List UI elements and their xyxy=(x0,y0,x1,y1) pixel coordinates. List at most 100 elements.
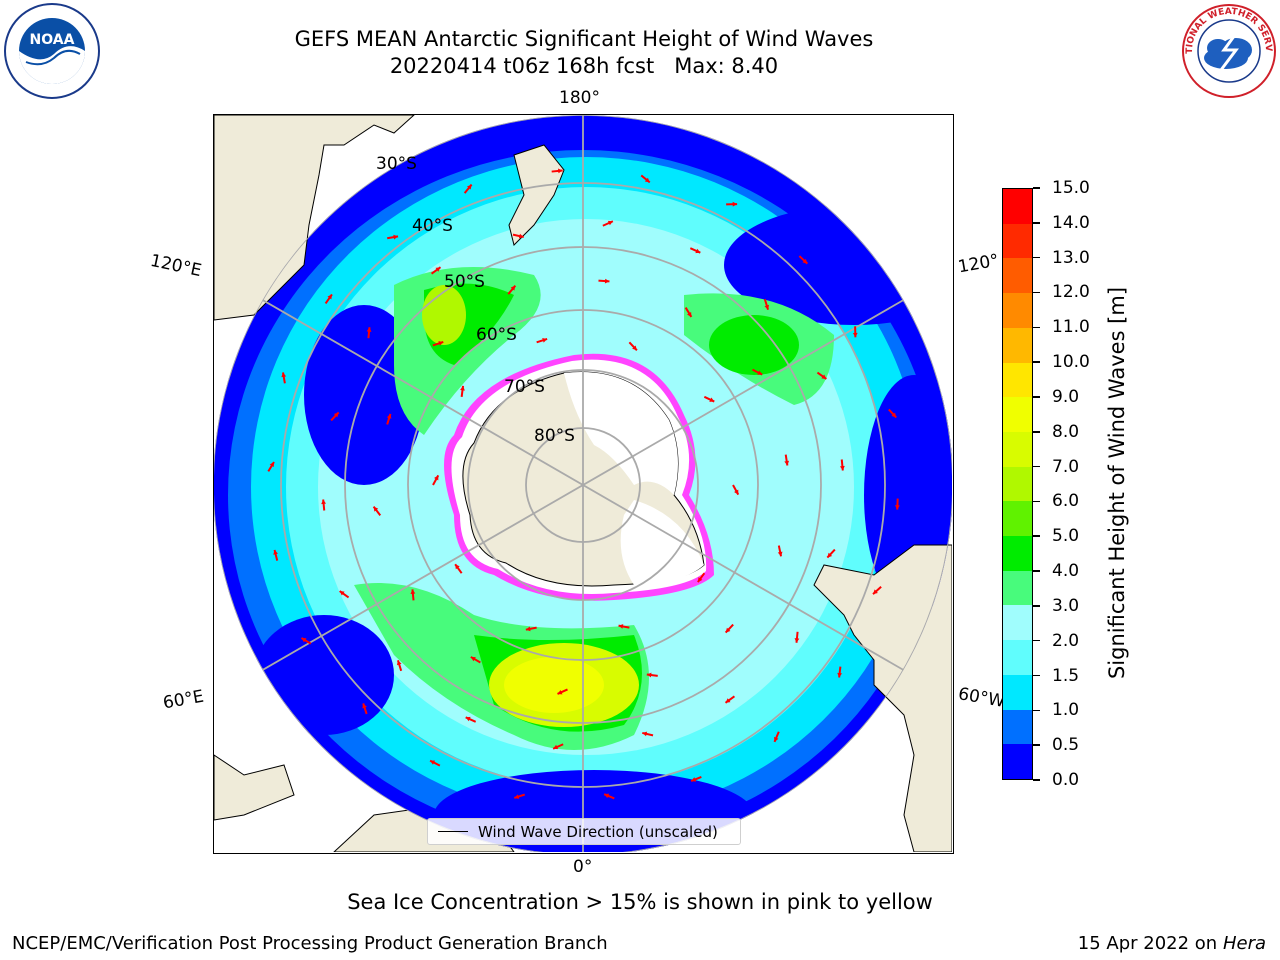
wave-arrow-head xyxy=(604,793,610,799)
lat-label-50: 50°S xyxy=(444,272,485,292)
colorbar-segment xyxy=(1003,640,1032,675)
colorbar-segment xyxy=(1003,293,1032,328)
wave-arrow-head xyxy=(396,660,402,666)
title-line-2: 20220414 t06z 168h fcst Max: 8.40 xyxy=(389,54,779,78)
wave-arrow-head xyxy=(757,370,763,375)
wave-arrow-head xyxy=(852,332,858,338)
australia-land xyxy=(214,115,415,321)
wave-arrow-head xyxy=(273,549,278,555)
wave-arrow-head xyxy=(430,760,436,765)
wave-arrow-head xyxy=(691,777,697,782)
map-panel: 30°S 40°S 50°S 60°S 70°S 80°S xyxy=(213,114,954,854)
wave-arrow-head xyxy=(840,465,845,471)
wave-arrow-head xyxy=(644,177,650,183)
wave-arrow-head xyxy=(410,589,416,594)
wave-arrow-head xyxy=(301,638,307,643)
lat-label-40: 40°S xyxy=(412,216,453,236)
wave-arrow-head xyxy=(373,506,379,512)
wave-arrow-head xyxy=(510,285,516,291)
colorbar-tick: 3.0 xyxy=(1033,596,1079,616)
colorbar-tick: 8.0 xyxy=(1033,422,1079,442)
wave-arrow-head xyxy=(632,345,637,351)
colorbar-tick: 7.0 xyxy=(1033,457,1079,477)
lon-label-0: 0° xyxy=(573,857,593,877)
wave-arrow-head xyxy=(646,672,652,678)
colorbar-tick: 6.0 xyxy=(1033,491,1079,511)
wind-wave-arrows xyxy=(267,168,900,800)
colorbar-segment xyxy=(1003,674,1032,710)
wave-arrow-head xyxy=(557,689,563,695)
nws-logo: NATIONAL WEATHER SERVICE xyxy=(1176,0,1278,100)
wave-arrow-head xyxy=(837,672,843,678)
colorbar-tick: 9.0 xyxy=(1033,387,1079,407)
lon-label-120w: 120° xyxy=(956,250,1001,278)
wave-arrow-head xyxy=(802,258,808,264)
wave-arrow-head xyxy=(784,460,790,466)
colorbar-tick: 13.0 xyxy=(1033,248,1090,268)
wave-arrow-head xyxy=(895,505,900,510)
colorbar-segment xyxy=(1003,570,1032,606)
wave-arrow-head xyxy=(821,374,827,379)
machine-name: Hera xyxy=(1222,933,1266,954)
svg-text:NOAA: NOAA xyxy=(30,32,75,48)
wave-arrow-head xyxy=(466,184,472,190)
wave-arrow-head xyxy=(607,220,613,226)
wave-arrow-head xyxy=(542,338,548,343)
legend-label: Wind Wave Direction (unscaled) xyxy=(478,822,718,841)
colorbar-segment xyxy=(1003,397,1032,432)
wave-arrow-head xyxy=(558,168,563,174)
title-line-1: GEFS MEAN Antarctic Significant Height o… xyxy=(294,27,874,51)
wave-arrow-head xyxy=(393,234,399,240)
colorbar-segment xyxy=(1003,709,1032,745)
wave-arrow-head xyxy=(366,327,372,332)
colorbar-tick: 0.5 xyxy=(1033,735,1079,755)
wave-arrow-head xyxy=(777,551,783,557)
colorbar-tick: 0.0 xyxy=(1033,770,1079,790)
wave-arrow-head xyxy=(725,698,731,703)
wave-arrow-head xyxy=(435,267,441,272)
lon-label-60e: 60°E xyxy=(161,686,206,714)
sea-ice-note: Sea Ice Concentration > 15% is shown in … xyxy=(347,890,933,914)
colorbar-segment xyxy=(1003,501,1032,537)
lon-label-120e: 120°E xyxy=(148,250,204,282)
colorbar-label: Significant Height of Wind Waves [m] xyxy=(1097,253,1157,713)
wave-arrow-head xyxy=(827,552,833,558)
credit-line: NCEP/EMC/Verification Post Processing Pr… xyxy=(12,933,608,954)
wave-arrow-head xyxy=(438,341,444,346)
colorbar-tick: 5.0 xyxy=(1033,526,1079,546)
colorbar xyxy=(1002,188,1033,780)
wave-arrow-head xyxy=(695,248,701,254)
africa-land xyxy=(214,754,295,821)
lat-label-80: 80°S xyxy=(534,426,575,446)
colorbar-tick: 2.0 xyxy=(1033,631,1079,651)
lon-label-60w: 60°W xyxy=(956,684,1007,712)
colorbar-segment xyxy=(1003,362,1032,398)
colorbar-segment xyxy=(1003,605,1032,641)
wave-arrow-head xyxy=(386,413,392,419)
wave-arrow-head xyxy=(455,564,460,570)
wave-arrow-head xyxy=(794,638,800,643)
colorbar-segment xyxy=(1003,431,1032,467)
wave-arrow-head xyxy=(642,731,648,737)
lat-label-30: 30°S xyxy=(376,154,417,174)
polar-map: 30°S 40°S 50°S 60°S 70°S 80°S xyxy=(214,115,952,852)
wave-arrow-head xyxy=(339,591,345,596)
wave-arrow-head xyxy=(269,461,274,467)
colorbar-tick: 14.0 xyxy=(1033,213,1090,233)
wave-arrow-head xyxy=(553,744,559,750)
wave-arrow-head xyxy=(734,489,739,495)
legend-line-swatch xyxy=(438,831,468,832)
colorbar-label-text: Significant Height of Wind Waves [m] xyxy=(1105,286,1129,680)
colorbar-segment xyxy=(1003,536,1032,571)
wave-arrow-head xyxy=(327,294,332,300)
wave-arrow-head xyxy=(321,499,326,505)
wave-arrow-head xyxy=(687,311,692,317)
wave-arrow-head xyxy=(434,475,439,481)
colorbar-segment xyxy=(1003,327,1032,363)
lat-label-60: 60°S xyxy=(476,325,517,345)
date-text: 15 Apr 2022 on xyxy=(1077,933,1223,954)
wave-arrow-head xyxy=(281,372,287,378)
wave-arrow-head xyxy=(525,626,531,632)
wave-arrow-head xyxy=(764,304,770,310)
colorbar-tick: 1.5 xyxy=(1033,666,1079,686)
